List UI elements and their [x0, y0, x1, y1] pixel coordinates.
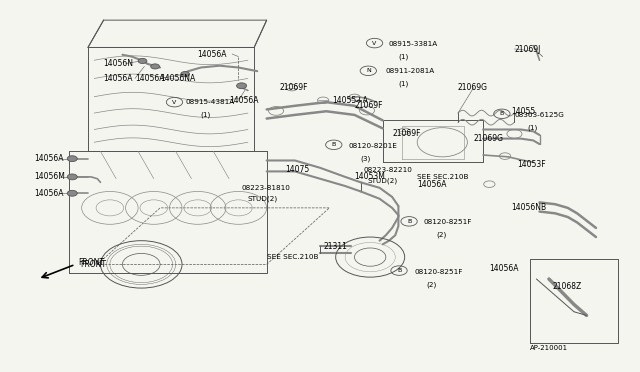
- Text: 14056A: 14056A: [198, 50, 227, 59]
- Text: 14075: 14075: [285, 165, 310, 174]
- Text: 08223-82210: 08223-82210: [364, 167, 413, 173]
- Text: SEE SEC.210B: SEE SEC.210B: [267, 254, 318, 260]
- Text: 14056N: 14056N: [104, 60, 134, 68]
- Text: 14056A: 14056A: [104, 74, 133, 83]
- Text: 21068Z: 21068Z: [552, 282, 581, 291]
- Text: (1): (1): [201, 112, 211, 118]
- Text: 08120-8251F: 08120-8251F: [414, 269, 463, 275]
- Text: 21069F: 21069F: [279, 83, 308, 92]
- Text: N: N: [366, 68, 371, 73]
- Circle shape: [138, 58, 147, 64]
- Text: 21069G: 21069G: [474, 134, 504, 143]
- Text: SEE SEC.210B: SEE SEC.210B: [417, 174, 468, 180]
- Text: 14056A: 14056A: [135, 74, 164, 83]
- Text: (1): (1): [398, 81, 409, 87]
- Text: (2): (2): [436, 232, 446, 238]
- Text: 14053F: 14053F: [518, 160, 546, 169]
- Text: 21069G: 21069G: [458, 83, 488, 92]
- Text: V: V: [372, 41, 377, 46]
- Text: 21069F: 21069F: [355, 101, 383, 110]
- Text: 08120-8251F: 08120-8251F: [424, 219, 472, 225]
- Circle shape: [67, 174, 77, 180]
- Circle shape: [67, 190, 77, 196]
- Text: V: V: [172, 100, 177, 105]
- Circle shape: [237, 83, 246, 89]
- Circle shape: [150, 64, 159, 69]
- Text: 21069J: 21069J: [515, 45, 541, 54]
- Text: 14055: 14055: [511, 107, 536, 116]
- Text: FRONT: FRONT: [81, 260, 106, 269]
- Text: (2): (2): [427, 281, 437, 288]
- Text: 14056A: 14056A: [35, 189, 64, 198]
- Text: 14053M: 14053M: [355, 172, 385, 182]
- Text: 14056M: 14056M: [35, 172, 65, 182]
- Text: 14056A: 14056A: [229, 96, 259, 105]
- Text: 08915-4381A: 08915-4381A: [185, 99, 234, 105]
- Text: 21069F: 21069F: [392, 129, 420, 138]
- Text: STUD(2): STUD(2): [248, 196, 278, 202]
- Text: 14056A: 14056A: [417, 180, 447, 189]
- Text: STUD(2): STUD(2): [367, 177, 397, 184]
- Text: 08363-6125G: 08363-6125G: [515, 112, 564, 118]
- Circle shape: [180, 71, 189, 77]
- Text: AP-210001: AP-210001: [530, 345, 568, 351]
- Circle shape: [67, 156, 77, 161]
- Text: 14056A: 14056A: [35, 154, 64, 163]
- Text: FRONT: FRONT: [79, 258, 104, 267]
- Text: 14055+A: 14055+A: [333, 96, 369, 105]
- Text: 14056NA: 14056NA: [160, 74, 195, 83]
- Text: 14056A: 14056A: [490, 263, 519, 273]
- Text: 08223-81810: 08223-81810: [242, 185, 291, 191]
- Text: 08915-3381A: 08915-3381A: [389, 41, 438, 47]
- Text: B: B: [332, 142, 336, 147]
- Text: (1): (1): [398, 53, 409, 60]
- Text: 08120-8201E: 08120-8201E: [348, 143, 397, 149]
- Text: B: B: [397, 268, 401, 273]
- Text: (1): (1): [527, 124, 537, 131]
- Text: 21311: 21311: [323, 242, 347, 251]
- Text: B: B: [500, 111, 504, 116]
- Text: 14056NB: 14056NB: [511, 203, 547, 212]
- Text: (3): (3): [361, 155, 371, 162]
- Text: 08911-2081A: 08911-2081A: [386, 68, 435, 74]
- Text: B: B: [407, 219, 411, 224]
